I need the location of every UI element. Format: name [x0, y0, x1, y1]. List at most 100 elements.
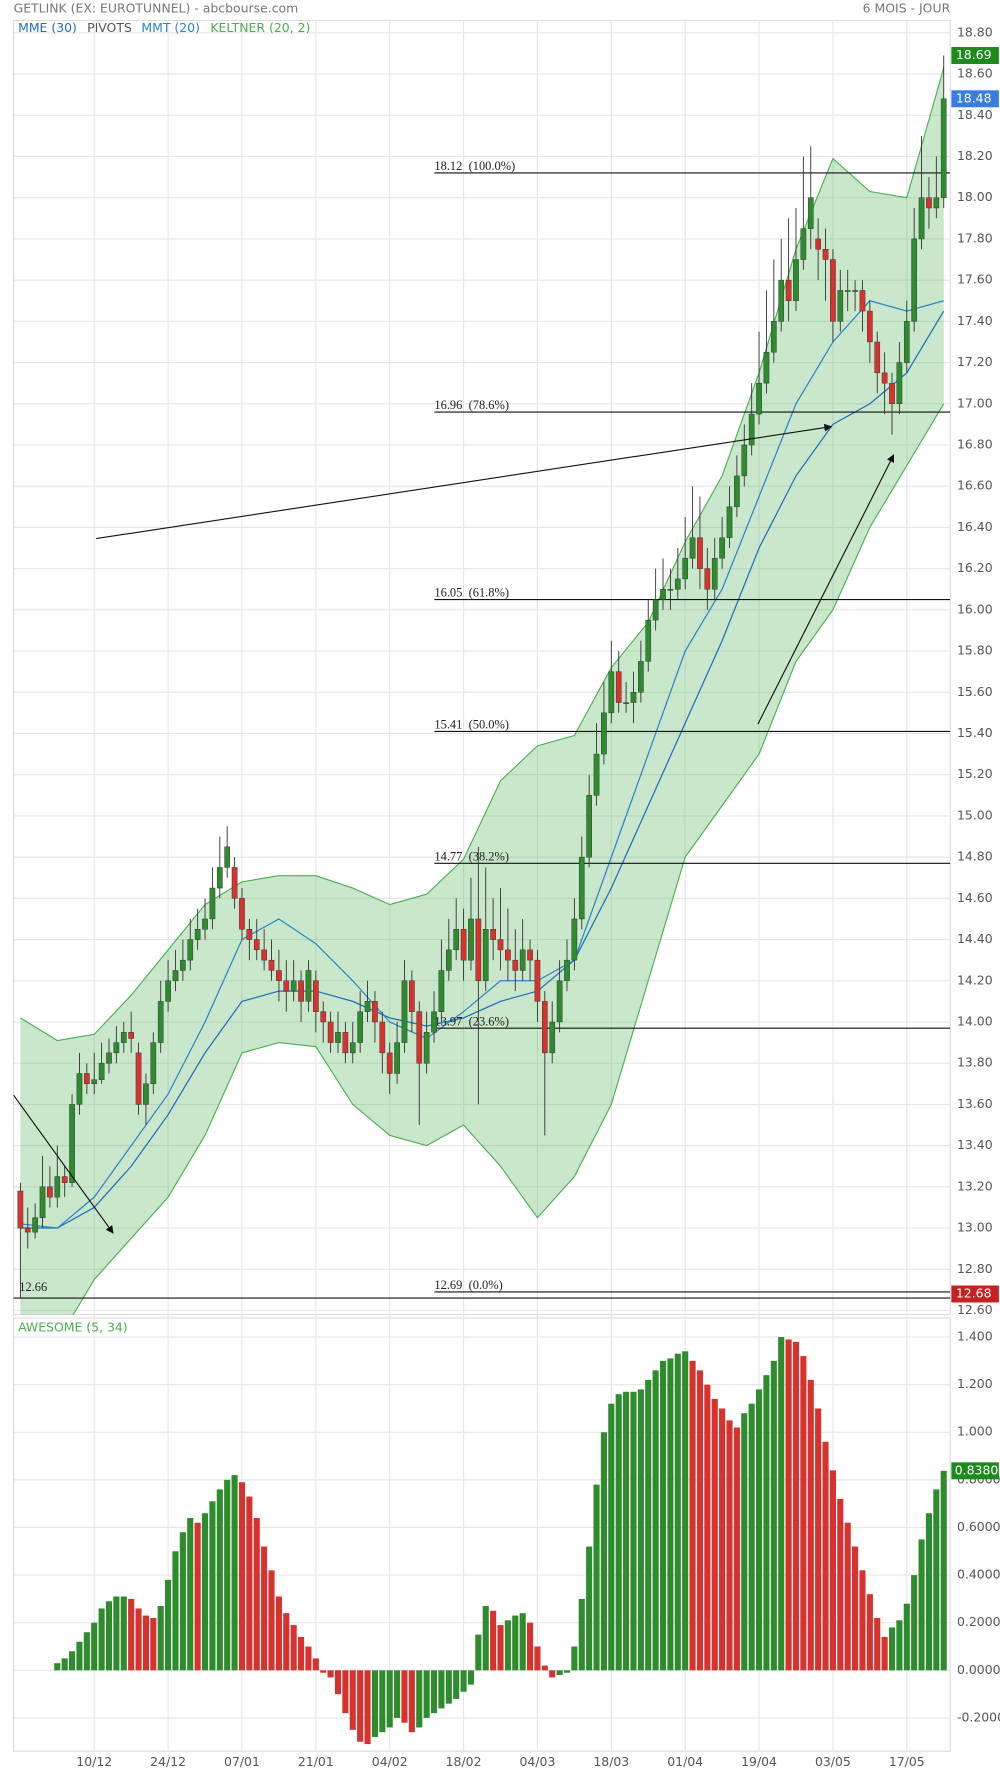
- candle-body: [401, 980, 408, 1043]
- candle-body: [268, 959, 275, 971]
- candle-body: [261, 949, 267, 961]
- candle-body: [660, 589, 666, 600]
- bar: [593, 1484, 600, 1671]
- bar: [778, 1337, 785, 1671]
- bar: [556, 1670, 563, 1676]
- candle-body: [889, 382, 895, 405]
- bar: [216, 1489, 223, 1671]
- bar: [512, 1615, 519, 1671]
- bar: [881, 1636, 888, 1671]
- bar: [357, 1670, 364, 1742]
- bar: [896, 1620, 903, 1671]
- candle-body: [128, 1032, 134, 1039]
- y-tick-label: 17.20: [957, 354, 993, 369]
- candle-body: [711, 558, 718, 590]
- y-tick-label: 0.4000: [957, 1567, 1000, 1582]
- candle-body: [409, 980, 415, 1012]
- fib-label: 12.69 (0.0%): [434, 1278, 502, 1292]
- bar: [379, 1670, 386, 1733]
- legend-entry: KELTNER (20, 2): [210, 20, 310, 35]
- bar: [874, 1617, 881, 1671]
- candle-body: [209, 887, 216, 920]
- bar: [342, 1670, 349, 1714]
- bar: [150, 1617, 157, 1671]
- bar: [482, 1606, 489, 1671]
- y-tick-label: 15.20: [957, 766, 993, 781]
- fib-label: 14.77 (38.2%): [434, 850, 509, 864]
- candle-body: [763, 352, 770, 384]
- bar: [866, 1594, 873, 1671]
- candle-body: [490, 929, 496, 940]
- candle-body: [667, 589, 674, 591]
- candle-body: [61, 1176, 68, 1183]
- candle-body: [918, 197, 925, 240]
- fib-label: 16.05 (61.8%): [434, 586, 509, 600]
- x-tick-label: 07/01: [224, 1754, 260, 1769]
- bar: [704, 1384, 711, 1671]
- candle-body: [482, 929, 489, 981]
- bar: [630, 1391, 637, 1671]
- candle-body: [800, 228, 807, 260]
- candle-body: [379, 1021, 386, 1054]
- bar: [689, 1360, 696, 1671]
- bar: [925, 1513, 933, 1671]
- y-tick-label: 16.20: [957, 560, 993, 575]
- candle-body: [17, 1190, 24, 1229]
- candle-body: [445, 949, 452, 971]
- x-tick-label: 10/12: [76, 1754, 112, 1769]
- bar: [327, 1670, 334, 1678]
- candle-body: [593, 753, 600, 796]
- candle-body: [143, 1083, 149, 1105]
- bar: [142, 1615, 149, 1671]
- candle-body: [903, 321, 910, 363]
- candle-body: [283, 980, 290, 992]
- candle-body: [874, 341, 881, 374]
- candle-body: [933, 197, 940, 209]
- bar: [69, 1651, 76, 1671]
- candle-body: [202, 918, 208, 930]
- y-tick-label: 15.00: [957, 807, 993, 822]
- price-marker-label: 18.69: [956, 47, 992, 62]
- bar: [911, 1575, 918, 1671]
- candle-body: [54, 1176, 61, 1198]
- bar: [98, 1608, 105, 1671]
- candle-body: [741, 444, 748, 477]
- candle-body: [674, 578, 681, 590]
- y-tick-label: 17.00: [957, 395, 993, 410]
- candle-body: [638, 661, 644, 693]
- moving-average: [20, 310, 945, 1229]
- bar: [298, 1636, 305, 1671]
- bar: [349, 1670, 356, 1730]
- candle-body: [719, 537, 725, 559]
- candle-body: [364, 1001, 371, 1012]
- bar: [238, 1482, 246, 1671]
- bar: [268, 1570, 275, 1671]
- candle-body: [815, 238, 821, 250]
- candle-body: [327, 1021, 334, 1043]
- candle-body: [468, 918, 474, 961]
- y-tick-label: 14.80: [957, 849, 993, 864]
- y-tick-label: 1.200: [957, 1376, 993, 1391]
- bar: [504, 1620, 511, 1671]
- bar: [711, 1398, 718, 1671]
- price-marker-label: 18.48: [956, 90, 992, 105]
- candle-body: [940, 98, 947, 198]
- bar: [453, 1670, 460, 1699]
- price-marker: [951, 1285, 999, 1303]
- bar: [120, 1596, 127, 1671]
- bar: [430, 1670, 438, 1714]
- chart-title: GETLINK (EX: EUROTUNNEL) - abcbourse.com: [14, 1, 299, 16]
- candle-body: [276, 970, 282, 981]
- candle-body: [357, 1011, 363, 1043]
- keltner-upper: [20, 67, 945, 1042]
- trend-arrow: [96, 423, 833, 540]
- y-tick-label: 12.60: [957, 1302, 993, 1317]
- y-tick-label: 0.2000: [957, 1614, 1000, 1629]
- bar: [563, 1670, 571, 1673]
- bar: [438, 1670, 445, 1709]
- bar: [859, 1570, 866, 1671]
- period: 6 MOIS - JOUR: [863, 1, 951, 16]
- y-tick-label: 18.40: [957, 107, 993, 122]
- bar: [637, 1389, 644, 1671]
- candle-body: [98, 1062, 105, 1080]
